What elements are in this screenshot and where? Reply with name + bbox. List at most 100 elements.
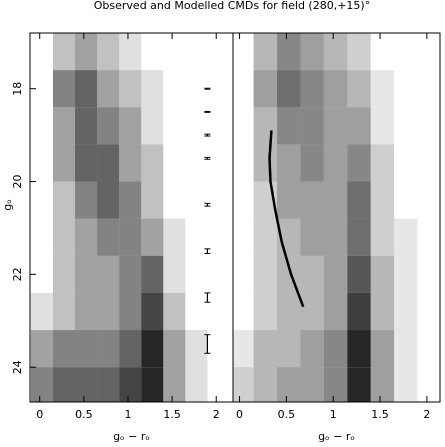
density-cell xyxy=(207,33,229,70)
density-cell xyxy=(97,181,120,219)
density-cell xyxy=(277,144,301,182)
chart-title: Observed and Modelled CMDs for field (28… xyxy=(94,0,370,12)
density-cell xyxy=(119,107,142,145)
density-cell xyxy=(75,367,98,402)
density-cell xyxy=(347,367,371,402)
density-cell xyxy=(230,144,253,181)
density-cell xyxy=(233,367,254,402)
density-cell xyxy=(141,181,164,219)
density-cell xyxy=(370,107,395,145)
density-cell xyxy=(52,70,76,108)
density-cell xyxy=(207,107,229,144)
density-cell xyxy=(31,182,53,219)
density-cell xyxy=(141,292,164,331)
density-cell xyxy=(30,330,53,368)
density-cell xyxy=(300,218,324,256)
density-cell xyxy=(370,330,395,368)
density-cell xyxy=(418,33,441,70)
density-cell xyxy=(97,107,120,145)
density-cell xyxy=(370,218,395,256)
density-cell xyxy=(97,144,120,182)
density-cell xyxy=(30,292,53,331)
density-cell xyxy=(75,144,98,182)
density-cell xyxy=(323,255,348,293)
density-cell xyxy=(347,70,371,108)
x-tick-label: 2 xyxy=(213,408,220,421)
density-cell xyxy=(119,255,142,293)
density-cell xyxy=(97,367,120,402)
density-cell xyxy=(230,33,253,70)
density-cell xyxy=(230,256,253,293)
density-cell xyxy=(52,330,76,368)
density-cell xyxy=(300,70,324,108)
x-tick-label: 0 xyxy=(236,408,243,421)
density-cell xyxy=(418,293,441,330)
y-tick-label: 18 xyxy=(11,82,24,96)
density-cell xyxy=(300,33,324,71)
density-cell xyxy=(323,70,348,108)
density-cell xyxy=(75,107,98,145)
density-cell xyxy=(394,182,417,219)
density-cell xyxy=(75,181,98,219)
density-cell xyxy=(253,255,278,293)
density-cell xyxy=(277,181,301,219)
density-cell xyxy=(163,70,185,107)
density-cell xyxy=(119,292,142,331)
x-tick-label: 2 xyxy=(423,408,430,421)
density-cell xyxy=(207,330,229,367)
y-tick-label: 22 xyxy=(11,267,24,281)
density-cell xyxy=(323,33,348,71)
density-cell xyxy=(141,70,164,108)
density-cell xyxy=(52,255,76,293)
density-cell xyxy=(370,255,395,293)
density-cell xyxy=(185,367,208,402)
density-cell xyxy=(75,292,98,331)
density-cell xyxy=(323,181,348,219)
density-cell xyxy=(394,107,417,144)
density-cell xyxy=(141,255,164,293)
density-cell xyxy=(277,33,301,71)
y-tick-label: 24 xyxy=(11,360,24,374)
density-cell xyxy=(277,107,301,145)
density-cell xyxy=(97,255,120,293)
density-cell xyxy=(163,107,185,144)
density-cell xyxy=(163,182,185,219)
density-cell xyxy=(163,33,185,70)
density-cell xyxy=(230,293,253,330)
density-cell xyxy=(163,330,186,368)
density-cell xyxy=(185,256,207,293)
density-cell xyxy=(253,292,278,331)
density-cell xyxy=(31,144,53,181)
x-tick-label: 1.5 xyxy=(371,408,389,421)
density-cell xyxy=(207,144,229,181)
density-cell xyxy=(323,292,348,331)
density-cell xyxy=(370,367,395,402)
density-cell xyxy=(394,367,418,402)
density-cell xyxy=(418,182,441,219)
density-cell xyxy=(300,181,324,219)
density-cell xyxy=(230,107,253,144)
density-cell xyxy=(253,144,278,182)
density-cell xyxy=(119,144,142,182)
density-cell xyxy=(185,144,207,181)
density-cell xyxy=(233,330,254,368)
density-cell xyxy=(185,33,207,70)
panel-frame xyxy=(232,32,441,403)
density-cell xyxy=(52,367,76,402)
x-tick-label: 0.5 xyxy=(75,408,93,421)
density-cell xyxy=(185,107,207,144)
cells xyxy=(30,33,229,402)
density-cell xyxy=(230,70,253,107)
density-cell xyxy=(52,218,76,256)
density-cell xyxy=(253,330,278,368)
density-cell xyxy=(75,255,98,293)
density-cell xyxy=(97,33,120,71)
density-cell xyxy=(371,33,394,70)
density-cell xyxy=(75,33,98,71)
density-cell xyxy=(141,107,164,145)
density-cell xyxy=(300,292,324,331)
density-cell xyxy=(418,256,441,293)
density-cell xyxy=(347,144,371,182)
density-cell xyxy=(347,33,371,71)
density-cell xyxy=(300,144,324,182)
